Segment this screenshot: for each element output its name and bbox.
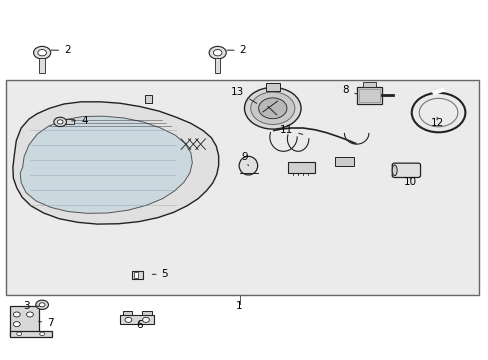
Text: 12: 12	[429, 117, 443, 128]
Circle shape	[250, 92, 294, 125]
Circle shape	[40, 332, 44, 336]
Circle shape	[36, 300, 48, 310]
Polygon shape	[20, 116, 192, 213]
Text: 4: 4	[72, 116, 87, 126]
Bar	[144, 95, 152, 103]
Bar	[5, 80, 478, 295]
Circle shape	[57, 120, 63, 124]
Circle shape	[258, 98, 286, 119]
Bar	[134, 272, 138, 278]
Circle shape	[125, 318, 132, 322]
Circle shape	[17, 332, 21, 336]
Text: 3: 3	[23, 301, 40, 311]
Bar	[10, 330, 52, 337]
Circle shape	[34, 46, 51, 59]
Circle shape	[26, 312, 33, 317]
Text: 11: 11	[280, 125, 302, 135]
Bar	[288, 162, 315, 173]
Text: 13: 13	[231, 87, 256, 103]
Circle shape	[39, 303, 45, 307]
Text: 7: 7	[39, 319, 54, 328]
Bar	[122, 311, 132, 315]
Ellipse shape	[391, 165, 396, 176]
Bar	[65, 120, 74, 125]
FancyBboxPatch shape	[391, 163, 420, 177]
Text: 10: 10	[403, 177, 416, 187]
Bar	[356, 87, 381, 104]
Circle shape	[13, 312, 20, 317]
Circle shape	[209, 46, 226, 59]
Text: 8: 8	[342, 85, 356, 95]
Bar	[265, 84, 279, 91]
Bar	[215, 58, 220, 73]
Bar	[120, 315, 154, 324]
Bar	[358, 89, 379, 102]
Text: 9: 9	[241, 152, 248, 166]
Text: 2: 2	[226, 45, 246, 55]
Bar	[334, 157, 353, 166]
Bar	[40, 58, 45, 73]
Bar	[10, 306, 39, 336]
Bar	[132, 271, 143, 279]
Text: 2: 2	[51, 45, 71, 55]
Circle shape	[13, 321, 20, 327]
Text: 5: 5	[152, 269, 168, 279]
Text: 1: 1	[236, 301, 243, 311]
Polygon shape	[13, 102, 218, 224]
Circle shape	[54, 117, 66, 127]
Circle shape	[142, 318, 149, 322]
Circle shape	[213, 50, 222, 56]
Ellipse shape	[239, 156, 257, 175]
Bar	[362, 82, 375, 87]
Bar	[142, 311, 152, 315]
Circle shape	[244, 87, 301, 129]
Circle shape	[38, 50, 46, 56]
Text: 6: 6	[136, 320, 142, 330]
